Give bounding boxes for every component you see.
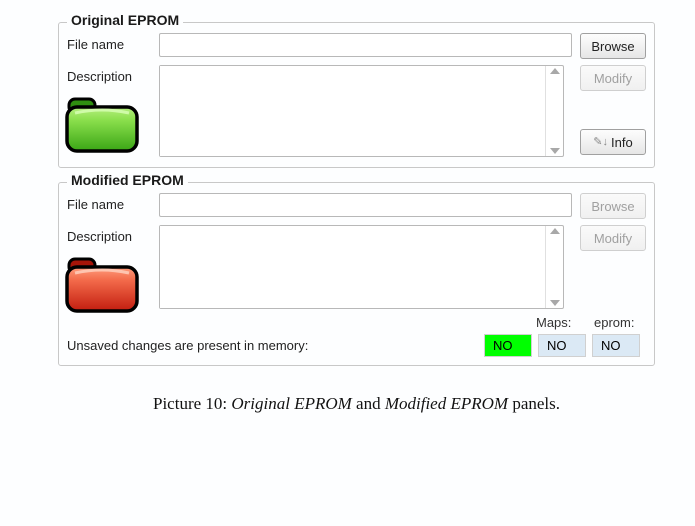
original-info-label: Info xyxy=(611,135,633,150)
modified-description-textarea[interactable] xyxy=(160,226,545,308)
scroll-up-icon xyxy=(550,68,560,74)
modified-filename-label: File name xyxy=(67,193,159,212)
caption-suffix: panels. xyxy=(508,394,560,413)
original-button-column: Modify ✎↓ Info xyxy=(572,65,646,155)
original-description-textarea[interactable] xyxy=(160,66,545,156)
modified-modify-button[interactable]: Modify xyxy=(580,225,646,251)
modified-description-wrap xyxy=(159,225,564,309)
caption-mid: and xyxy=(352,394,385,413)
caption-em1: Original EPROM xyxy=(231,394,351,413)
modified-modify-label: Modify xyxy=(594,231,632,246)
original-filename-label: File name xyxy=(67,33,159,52)
status-value-row: Unsaved changes are present in memory: N… xyxy=(67,334,646,357)
scroll-down-icon xyxy=(550,300,560,306)
modified-description-scrollbar[interactable] xyxy=(545,226,563,308)
wand-icon: ✎↓ xyxy=(593,137,608,148)
original-modify-label: Modify xyxy=(594,71,632,86)
modified-browse-button[interactable]: Browse xyxy=(580,193,646,219)
original-panel-title: Original EPROM xyxy=(67,12,183,28)
modified-folder-icon xyxy=(65,253,139,316)
original-info-button[interactable]: ✎↓ Info xyxy=(580,129,646,155)
original-browse-button[interactable]: Browse xyxy=(580,33,646,59)
original-browse-label: Browse xyxy=(591,39,634,54)
original-description-row: Description Modify ✎↓ Info xyxy=(67,65,646,157)
original-filename-row: File name Browse xyxy=(67,33,646,59)
caption-em2: Modified EPROM xyxy=(385,394,508,413)
canvas: Original EPROM File name Browse Descript… xyxy=(0,0,695,526)
scroll-up-icon xyxy=(550,228,560,234)
modified-filename-input[interactable] xyxy=(159,193,572,217)
figure-caption: Picture 10: Original EPROM and Modified … xyxy=(58,394,655,414)
original-folder-icon xyxy=(65,93,139,156)
scroll-down-icon xyxy=(550,148,560,154)
original-filename-input[interactable] xyxy=(159,33,572,57)
status-header-row: Maps: eprom: xyxy=(67,313,646,332)
maps-header: Maps: xyxy=(530,313,588,332)
original-eprom-panel: Original EPROM File name Browse Descript… xyxy=(58,22,655,168)
modified-description-label: Description xyxy=(67,225,159,244)
modified-browse-label: Browse xyxy=(591,199,634,214)
unsaved-changes-label: Unsaved changes are present in memory: xyxy=(67,338,484,353)
modified-button-column: Modify xyxy=(572,225,646,251)
maps-status-cell: NO xyxy=(538,334,586,357)
unsaved-status-cell: NO xyxy=(484,334,532,357)
original-description-wrap xyxy=(159,65,564,157)
eprom-status-cell: NO xyxy=(592,334,640,357)
original-description-scrollbar[interactable] xyxy=(545,66,563,156)
caption-prefix: Picture 10: xyxy=(153,394,231,413)
original-modify-button[interactable]: Modify xyxy=(580,65,646,91)
original-description-label: Description xyxy=(67,65,159,84)
eprom-header: eprom: xyxy=(588,313,646,332)
modified-description-row: Description Modify xyxy=(67,225,646,309)
modified-eprom-panel: Modified EPROM File name Browse Descript… xyxy=(58,182,655,366)
modified-panel-title: Modified EPROM xyxy=(67,172,188,188)
modified-filename-row: File name Browse xyxy=(67,193,646,219)
